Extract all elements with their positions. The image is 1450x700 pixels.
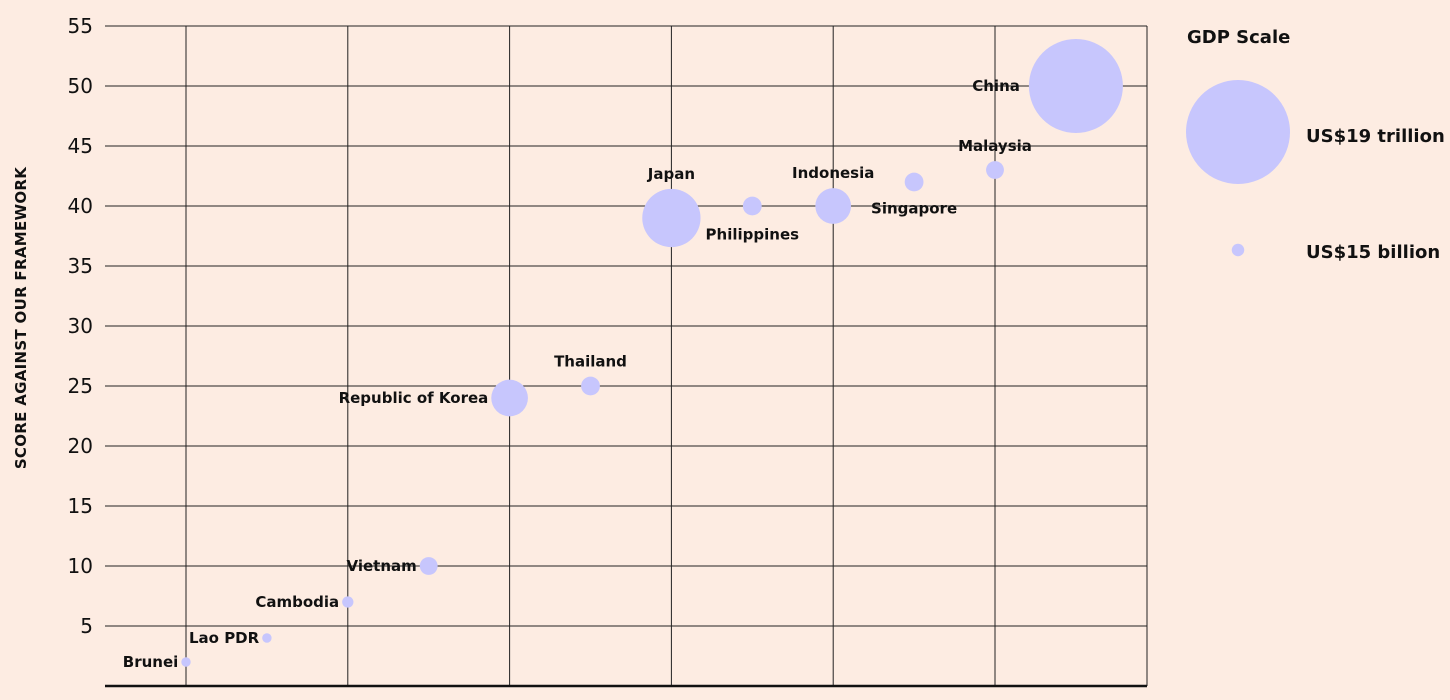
legend-bubble	[1186, 80, 1290, 184]
grid	[105, 25, 1148, 688]
y-tick-label: 15	[68, 494, 93, 518]
y-tick-label: 30	[68, 314, 93, 338]
bubble-malaysia	[986, 161, 1004, 179]
bubble-vietnam	[419, 557, 438, 575]
bubble-lao-pdr	[262, 633, 272, 643]
legend-bubble	[1231, 243, 1245, 257]
legend-title: GDP Scale	[1187, 27, 1290, 48]
y-tick-label: 40	[68, 194, 93, 218]
point-label: Malaysia	[958, 137, 1032, 155]
point-label: Brunei	[123, 653, 179, 671]
bubble-brunei	[181, 657, 191, 667]
point-label: Indonesia	[792, 164, 874, 182]
point-label: Philippines	[706, 225, 800, 243]
point-label: Cambodia	[255, 593, 339, 611]
point-label: China	[972, 77, 1020, 95]
y-tick-label: 5	[80, 614, 93, 638]
point-label: Singapore	[871, 199, 957, 217]
bubble-singapore	[904, 172, 924, 192]
y-tick-label: 25	[68, 374, 93, 398]
y-tick-label: 35	[68, 254, 93, 278]
legend-item-label: US$19 trillion	[1306, 126, 1445, 147]
point-label: Thailand	[554, 353, 627, 371]
bubble-thailand	[581, 376, 600, 396]
point-label: Republic of Korea	[339, 389, 489, 407]
bubble-china	[1028, 39, 1123, 133]
bubble-republic-of-korea	[491, 379, 528, 417]
y-tick-label: 50	[68, 74, 93, 98]
point-label: Lao PDR	[189, 629, 260, 647]
y-tick-label: 55	[68, 14, 93, 38]
bubble-indonesia	[815, 188, 852, 224]
point-label: Japan	[647, 165, 695, 183]
y-tick-label: 10	[68, 554, 93, 578]
y-axis-ticks: 5 10 15 20 25 30 35 40 45 50 55	[68, 14, 93, 638]
y-tick-label: 20	[68, 434, 93, 458]
legend-item-label: US$15 billion	[1306, 242, 1440, 263]
legend: GDP Scale US$19 trillion US$15 billion	[1186, 27, 1445, 263]
bubble-japan	[642, 188, 701, 248]
bubble-cambodia	[342, 596, 354, 608]
y-tick-label: 45	[68, 134, 93, 158]
y-axis-label: SCORE AGAINST OUR FRAMEWORK	[12, 166, 30, 469]
point-labels: Brunei Lao PDR Cambodia Vietnam Republic of …	[123, 77, 1032, 671]
point-label: Vietnam	[347, 557, 417, 575]
bubbles	[181, 39, 1123, 667]
bubble-philippines	[742, 196, 762, 216]
